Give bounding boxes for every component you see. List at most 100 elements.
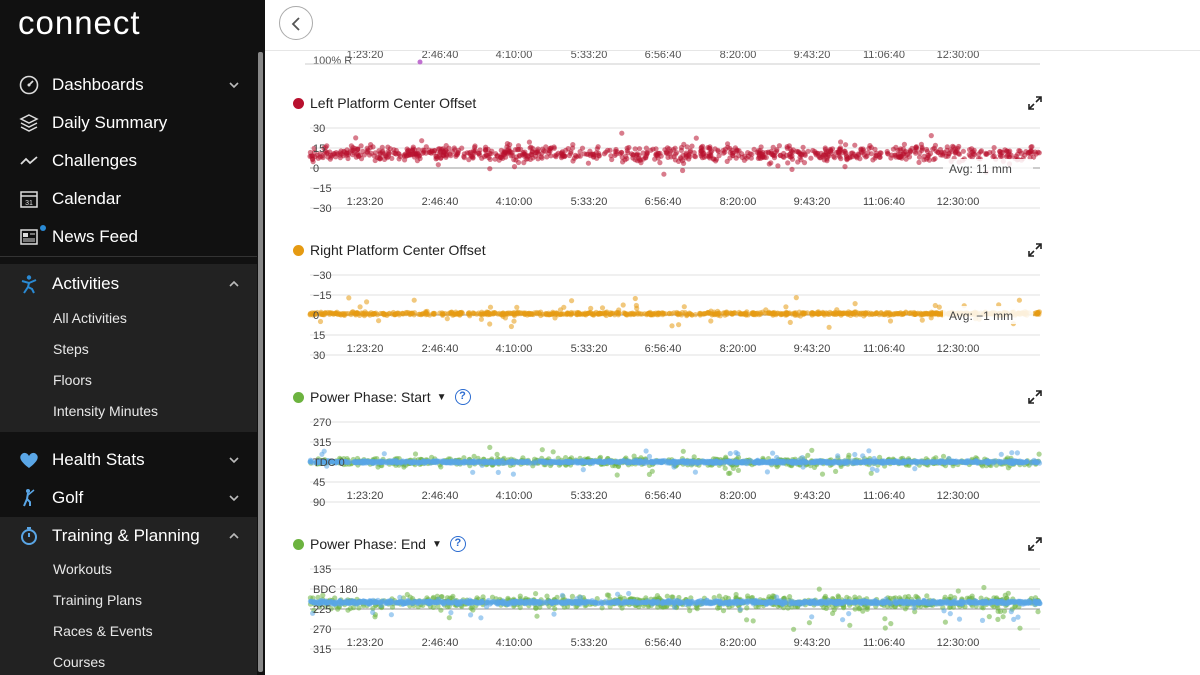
calendar-icon: 31 [20,191,38,208]
sidebar-subitem-intensity-minutes[interactable]: Intensity Minutes [53,403,159,419]
chart-title: Left Platform Center Offset [310,95,477,111]
sidebar-item-health-stats[interactable]: Health Stats [0,441,257,479]
data-point [968,459,974,465]
data-point [673,459,679,465]
sidebar-item-daily-summary[interactable]: Daily Summary [0,104,257,142]
data-point [411,458,417,464]
data-point [887,318,894,324]
chevron-down-icon[interactable] [228,492,240,504]
sidebar-subitem-races-events[interactable]: Races & Events [53,623,153,639]
y-tick-label: TDC 0 [313,457,345,469]
data-point [744,605,750,611]
data-point [936,304,942,310]
data-point [317,318,324,325]
layers-icon [19,114,39,132]
sidebar-item-activities[interactable]: Activities [0,265,257,303]
sidebar-item-training-planning[interactable]: Training & Planning [0,517,257,555]
data-point [632,295,638,302]
data-point [646,453,653,459]
expand-icon[interactable] [1028,96,1042,110]
data-point [842,164,848,170]
data-point [614,472,620,478]
data-point [877,154,883,160]
data-point [540,458,546,465]
x-tick-label: 2:46:40 [422,196,459,208]
x-tick-label: 9:43:20 [794,343,831,355]
data-point [417,59,423,65]
data-point [341,310,347,317]
data-point [822,593,829,599]
data-point [893,154,899,160]
data-point [570,145,576,151]
sidebar-item-news-feed[interactable]: News Feed [0,218,257,256]
data-point [822,146,829,153]
data-point [889,152,895,158]
sidebar-scrollbar[interactable] [258,52,263,672]
data-point [909,459,915,465]
data-point [459,145,465,151]
data-point [956,150,962,157]
sidebar-subitem-floors[interactable]: Floors [53,372,92,388]
expand-icon[interactable] [1028,243,1042,257]
data-point [535,156,541,162]
sidebar-subitem-courses[interactable]: Courses [53,654,106,670]
sidebar-item-golf[interactable]: Golf [0,479,257,517]
data-point [527,311,533,317]
sidebar-item-challenges[interactable]: Challenges [0,142,257,180]
sidebar-item-dashboards[interactable]: Dashboards [0,66,257,104]
data-point [321,448,327,454]
data-point [687,149,693,155]
data-point [881,458,887,464]
data-point [716,593,722,599]
help-icon[interactable]: ? [449,536,466,552]
sidebar-subitem-steps[interactable]: Steps [53,341,89,357]
expand-icon[interactable] [1028,537,1042,551]
data-point [870,157,876,163]
data-point [525,153,531,160]
chevron-up-icon[interactable] [228,278,240,290]
chevron-down-icon[interactable] [228,79,240,91]
data-point [952,459,959,465]
sidebar-subitem-training-plans[interactable]: Training Plans [53,592,142,608]
sidebar-item-label: News Feed [52,227,138,246]
data-point [990,460,996,466]
dropdown-caret-icon[interactable]: ▼ [436,391,447,403]
data-point [539,155,545,161]
avg-label: Avg: −1 mm [949,309,1013,323]
help-icon[interactable]: ? [454,389,471,405]
chevron-up-icon[interactable] [228,530,240,542]
data-point [748,458,754,464]
data-point [689,312,695,318]
data-point [1002,147,1008,153]
data-point [590,311,596,317]
series-color-dot [293,538,304,550]
dropdown-caret-icon[interactable]: ▼ [431,538,442,550]
data-point [836,150,842,156]
data-point [376,318,382,324]
activities-section: Activities All Activities Steps Floors I… [0,264,257,432]
connect-logo[interactable]: connect [18,4,141,41]
x-tick-label: 2:46:40 [422,490,459,502]
data-point [550,449,556,455]
data-point [811,460,818,466]
back-button[interactable] [279,6,313,40]
data-point [793,295,799,301]
sidebar-subitem-all-activities[interactable]: All Activities [53,310,127,326]
data-point [351,459,357,465]
data-point [708,149,714,155]
sidebar-subitem-workouts[interactable]: Workouts [53,561,112,577]
chevron-down-icon[interactable] [228,454,240,466]
data-point [737,311,743,317]
sidebar-item-label: Activities [52,274,120,293]
sidebar-item-calendar[interactable]: 31 Calendar [0,180,257,218]
data-point [324,463,330,469]
x-tick-label: 1:23:20 [347,196,384,208]
x-tick-label: 2:46:40 [422,343,459,355]
data-point [596,459,602,465]
data-point [440,459,446,465]
expand-icon[interactable] [1028,390,1042,404]
